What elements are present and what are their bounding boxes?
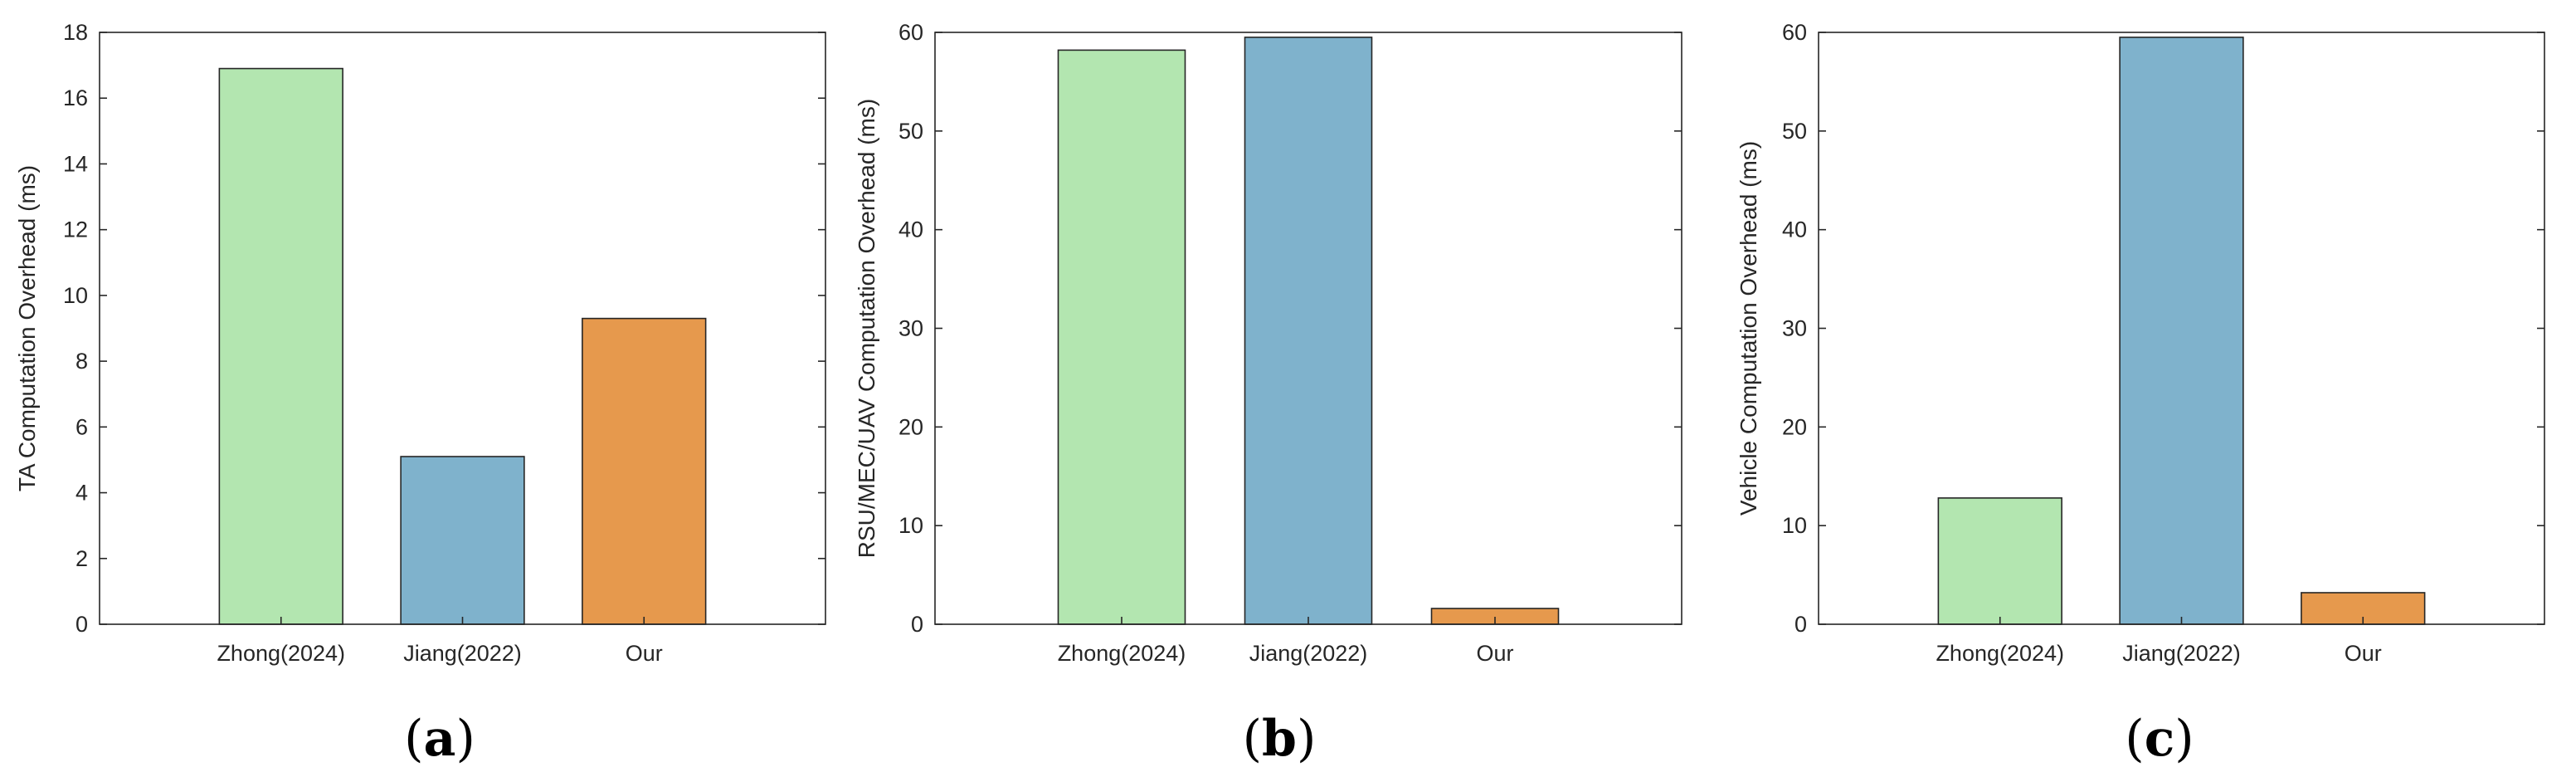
y-tick-label: 50 (1782, 119, 1807, 144)
y-tick-label: 10 (1782, 513, 1807, 538)
axes-box (1818, 32, 2545, 625)
y-tick-label: 30 (898, 316, 923, 341)
x-tick-label: Jiang(2022) (403, 641, 522, 666)
y-tick-label: 20 (898, 414, 923, 439)
chart-panel-1: Zhong(2024) Jiang(2022) Our 0 2 4 6 8 10 12 14 16 18… (14, 20, 826, 768)
x-tick-label: Jiang(2022) (2122, 641, 2241, 666)
bar-0 (1937, 497, 2062, 625)
x-tick-label: Our (2345, 641, 2382, 666)
panel-label: (b) (1243, 710, 1317, 768)
bar-1 (400, 456, 525, 625)
y-tick-label: 6 (75, 414, 88, 439)
y-axis-label: Vehicle Computation Overhead (ms) (1736, 141, 1761, 516)
x-tick-label: Jiang(2022) (1249, 641, 1368, 666)
y-tick-label: 18 (63, 20, 88, 45)
y-tick-label: 20 (1782, 414, 1807, 439)
bar-0 (218, 67, 343, 625)
y-tick-label: 12 (63, 217, 88, 242)
y-tick-label: 0 (911, 612, 923, 637)
x-tick-label: Our (626, 641, 663, 666)
y-tick-label: 40 (1782, 217, 1807, 242)
bar-0 (1057, 49, 1186, 625)
y-tick-label: 0 (75, 612, 88, 637)
y-tick-label: 60 (1782, 20, 1807, 45)
y-tick-label: 50 (898, 119, 923, 144)
y-tick-label: 10 (898, 513, 923, 538)
bar-1 (1244, 37, 1373, 625)
y-tick-label: 40 (898, 217, 923, 242)
y-tick-label: 2 (75, 546, 88, 571)
y-tick-label: 4 (75, 481, 88, 506)
bar-2 (582, 317, 707, 625)
y-tick-label: 16 (63, 86, 88, 110)
chart-panel-2: Zhong(2024) Jiang(2022) Our 0 10 20 30 40 50 60 RS… (854, 20, 1682, 768)
axes-box (99, 32, 826, 625)
y-tick-label: 30 (1782, 316, 1807, 341)
panel-label: (c) (2125, 710, 2194, 768)
x-tick-label: Zhong(2024) (217, 641, 345, 666)
x-tick-label: Zhong(2024) (1058, 641, 1186, 666)
y-tick-label: 0 (1794, 612, 1807, 637)
y-axis-label: TA Computation Overhead (ms) (14, 165, 40, 491)
y-axis-label: RSU/MEC/UAV Computation Overhead (ms) (854, 99, 879, 558)
x-tick-label: Zhong(2024) (1936, 641, 2064, 666)
x-tick-label: Our (1476, 641, 1513, 666)
y-tick-label: 60 (898, 20, 923, 45)
chart-panel-3: Zhong(2024) Jiang(2022) Our 0 10 20 30 40 50 60 Ve… (1736, 20, 2545, 768)
bar-1 (2119, 37, 2244, 625)
y-tick-label: 14 (63, 151, 88, 176)
panel-label: (a) (404, 710, 475, 768)
y-tick-label: 8 (75, 349, 88, 374)
axes-box (934, 32, 1682, 625)
y-tick-label: 10 (63, 283, 88, 308)
